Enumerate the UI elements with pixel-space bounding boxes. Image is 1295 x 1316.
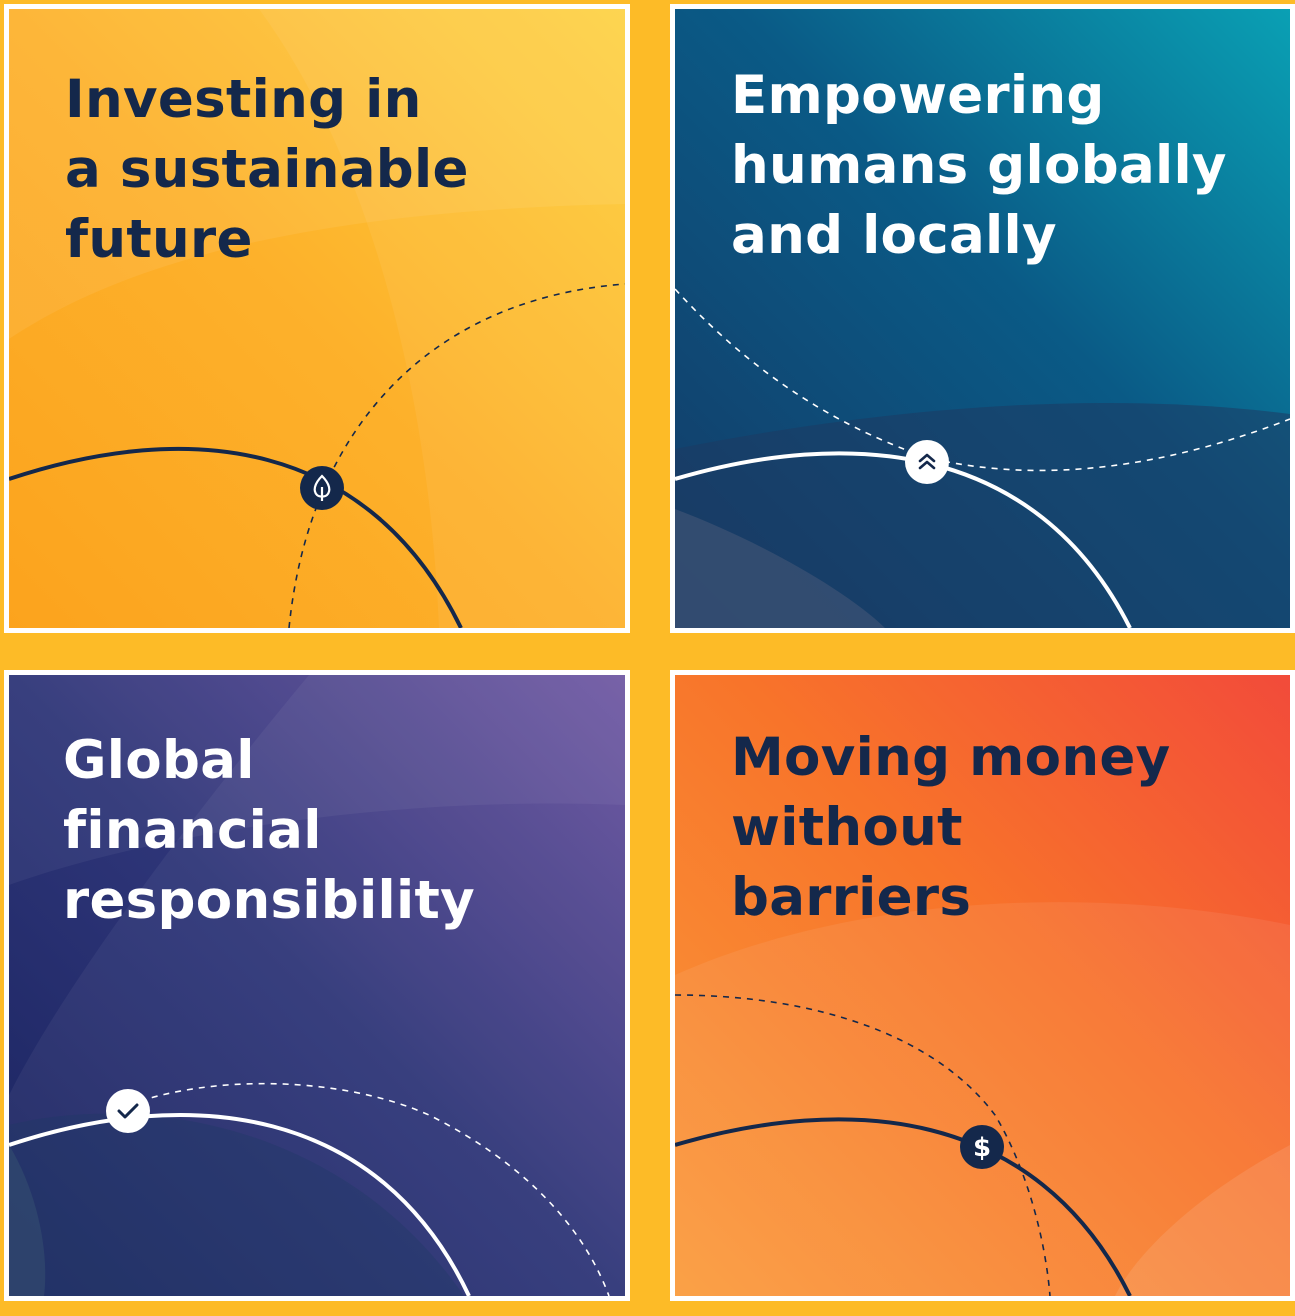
card-background <box>675 9 1290 628</box>
title-line: responsibility <box>63 870 475 931</box>
title-line: and locally <box>731 205 1057 266</box>
title-line: financial <box>63 800 322 861</box>
card-global-responsibility: Global financial responsibility <box>4 670 630 1301</box>
card-title: Empowering humans globally and locally <box>731 61 1227 271</box>
title-line: humans globally <box>731 135 1227 196</box>
title-line: a sustainable <box>65 139 469 200</box>
card-background <box>675 675 1290 1296</box>
card-sustainable-future: Investing in a sustainable future <box>4 4 630 633</box>
card-title: Moving money without barriers <box>731 723 1170 933</box>
card-background <box>9 9 625 628</box>
title-line: barriers <box>731 867 972 928</box>
dollar-icon: $ <box>960 1125 1004 1169</box>
double-chevron-up-icon <box>905 440 949 484</box>
title-line: Investing in <box>65 69 422 130</box>
title-line: Global <box>63 730 255 791</box>
leaf-icon <box>300 466 344 510</box>
checkmark-icon <box>106 1089 150 1133</box>
title-line: without <box>731 797 963 858</box>
card-empowering-humans: Empowering humans globally and locally <box>670 4 1295 633</box>
card-title: Global financial responsibility <box>63 726 475 936</box>
card-background <box>9 675 625 1296</box>
svg-text:$: $ <box>973 1133 991 1163</box>
title-line: Empowering <box>731 65 1105 126</box>
title-line: Moving money <box>731 727 1171 788</box>
card-moving-money: $ Moving money without barriers <box>670 670 1295 1301</box>
card-title: Investing in a sustainable future <box>65 65 469 275</box>
title-line: future <box>65 209 253 270</box>
